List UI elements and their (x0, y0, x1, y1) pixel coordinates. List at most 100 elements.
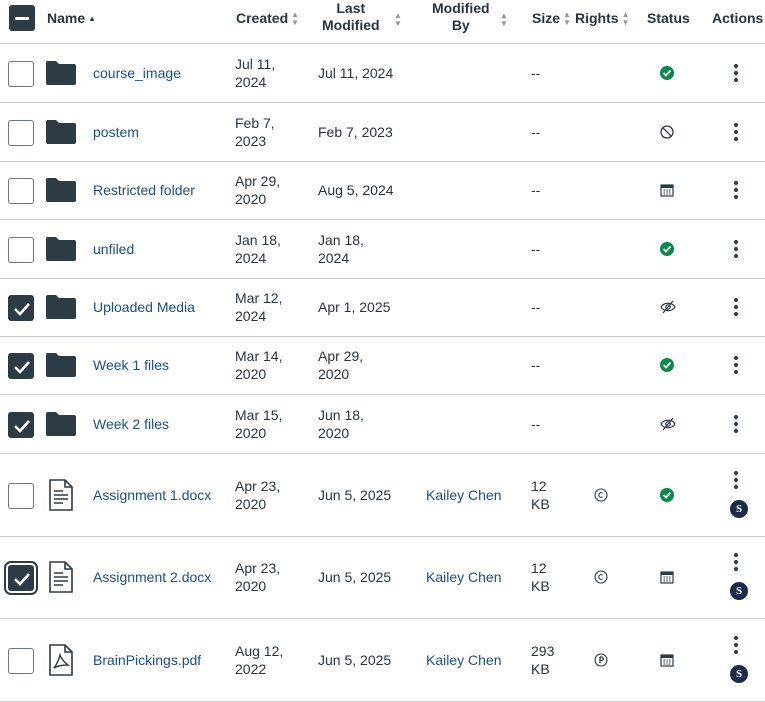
column-size[interactable]: Size ▲ ▼ (532, 10, 571, 28)
created-date: Mar 12, 2024 (235, 290, 283, 324)
column-name[interactable]: Name ▲ (47, 10, 97, 26)
published-icon[interactable] (660, 241, 674, 261)
hidden-eye-icon[interactable] (660, 417, 676, 436)
kebab-menu-icon[interactable] (734, 553, 738, 574)
sort-icon: ▲ ▼ (500, 11, 508, 28)
row-checkbox[interactable] (8, 411, 34, 438)
file-name-link[interactable]: Week 1 files (93, 357, 169, 373)
copyright-icon[interactable] (594, 570, 608, 589)
column-rights[interactable]: Rights ▲ ▼ (575, 10, 630, 28)
file-size: -- (531, 415, 541, 432)
modified-date: Aug 5, 2024 (318, 182, 394, 198)
folder-icon (46, 178, 76, 207)
file-name-link[interactable]: postem (93, 123, 139, 140)
file-name-link[interactable]: course_image (93, 65, 181, 81)
file-size: -- (531, 65, 541, 81)
kebab-menu-icon[interactable] (734, 635, 738, 657)
modified-date: Apr 1, 2025 (318, 299, 391, 315)
sort-icon: ▲ ▼ (291, 10, 300, 28)
column-last-modified[interactable]: Last Modified (322, 0, 380, 33)
kebab-menu-icon[interactable] (734, 470, 738, 492)
avatar[interactable]: S (730, 499, 748, 518)
file-name-link[interactable]: BrainPickings.pdf (93, 651, 202, 668)
select-all-checkbox[interactable] (9, 5, 35, 31)
created-date: Apr 29, 2020 (235, 173, 281, 207)
row-checkbox[interactable] (8, 178, 34, 204)
column-modified-by[interactable]: Modified By (432, 0, 490, 33)
sort-icon: ▲ ▼ (394, 11, 402, 28)
created-date: Jul 11, 2024 (235, 56, 276, 90)
row-checkbox[interactable] (8, 61, 34, 87)
row-checkbox[interactable] (8, 119, 34, 146)
created-date: Apr 23, 2020 (235, 477, 281, 512)
avatar[interactable]: S (730, 664, 748, 683)
table-row: unfiled Jan 18, 2024 Jan 18, 2024 -- (0, 219, 765, 279)
kebab-menu-icon[interactable] (734, 356, 738, 377)
created-date: Feb 7, 2023 (235, 114, 275, 149)
file-name-link[interactable]: Restricted folder (93, 182, 195, 198)
calendar-icon[interactable] (660, 653, 674, 672)
row-checkbox[interactable] (8, 295, 34, 321)
avatar[interactable]: S (730, 582, 748, 600)
sort-icon: ▲ ▼ (563, 10, 571, 28)
row-checkbox[interactable] (4, 561, 38, 595)
modified-by-link[interactable]: Kailey Chen (426, 651, 502, 668)
table-row: Week 1 files Mar 14, 2020 Apr 29, 2020 -- (0, 336, 765, 395)
column-status: Status (647, 10, 690, 26)
folder-icon (46, 353, 76, 382)
hidden-eye-icon[interactable] (660, 300, 676, 319)
folder-icon (46, 411, 76, 441)
file-name-link[interactable]: Assignment 2.docx (93, 569, 212, 585)
modified-date: Feb 7, 2023 (318, 123, 393, 140)
folder-icon (46, 61, 76, 90)
published-icon[interactable] (660, 487, 674, 507)
kebab-menu-icon[interactable] (734, 298, 738, 319)
created-date: Mar 14, 2020 (235, 348, 283, 382)
file-name-link[interactable]: unfiled (93, 240, 135, 257)
table-row: Assignment 2.docx Apr 23, 2020 Jun 5, 2025 K… (0, 536, 765, 619)
column-actions: Actions (712, 10, 764, 26)
kebab-menu-icon[interactable] (734, 239, 738, 261)
table-row: BrainPickings.pdf Aug 12, 2022 Jun 5, 2025 K… (0, 618, 765, 702)
modified-date: Jun 18, 2020 (318, 406, 364, 441)
calendar-icon[interactable] (660, 183, 674, 202)
file-name-link[interactable]: Assignment 1.docx (93, 486, 212, 503)
kebab-menu-icon[interactable] (734, 414, 738, 436)
public-domain-icon[interactable] (594, 652, 608, 672)
published-icon[interactable] (660, 66, 674, 85)
file-size: -- (531, 299, 541, 315)
sort-asc-icon: ▲ (88, 14, 97, 24)
row-checkbox[interactable] (8, 236, 34, 263)
kebab-menu-icon[interactable] (734, 64, 738, 85)
published-icon[interactable] (660, 358, 674, 377)
copyright-icon[interactable] (594, 487, 608, 507)
modified-by-link[interactable]: Kailey Chen (426, 569, 502, 585)
row-checkbox[interactable] (8, 647, 34, 674)
row-checkbox[interactable] (8, 482, 34, 509)
file-name-link[interactable]: Uploaded Media (93, 299, 195, 315)
file-name-link[interactable]: Week 2 files (93, 415, 169, 432)
document-icon (48, 478, 74, 516)
file-size: -- (531, 240, 541, 257)
calendar-icon[interactable] (660, 570, 674, 589)
folder-icon (46, 119, 76, 149)
modified-date: Apr 29, 2020 (318, 348, 364, 382)
kebab-menu-icon[interactable] (734, 122, 738, 144)
created-date: Jan 18, 2024 (235, 231, 281, 266)
modified-date: Jun 5, 2025 (318, 569, 392, 585)
sort-icon: ▲ ▼ (621, 10, 630, 28)
file-size: -- (531, 357, 541, 373)
file-size: 293 KB (531, 642, 555, 677)
unpublished-icon[interactable] (660, 124, 674, 144)
kebab-menu-icon[interactable] (734, 181, 738, 202)
file-size: -- (531, 123, 541, 140)
column-created[interactable]: Created ▲ ▼ (236, 10, 300, 28)
table-header: Name ▲ Created ▲ ▼ Last Modified ▲ ▼ Modifie… (0, 0, 765, 44)
table-row: Uploaded Media Mar 12, 2024 Apr 1, 2025 -- (0, 278, 765, 337)
modified-by-link[interactable]: Kailey Chen (426, 486, 502, 503)
row-checkbox[interactable] (8, 353, 34, 379)
pdf-icon (48, 643, 74, 681)
created-date: Aug 12, 2022 (235, 642, 284, 677)
file-size: -- (531, 182, 541, 198)
